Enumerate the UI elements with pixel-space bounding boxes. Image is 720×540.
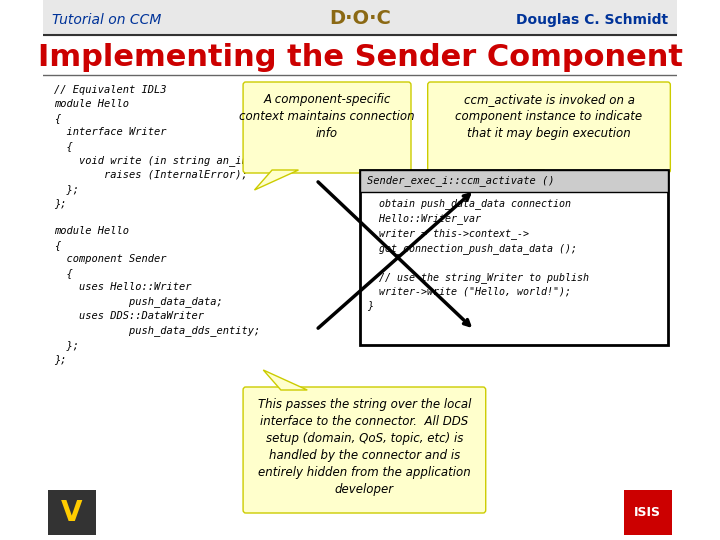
Polygon shape [500, 170, 544, 195]
Polygon shape [264, 370, 307, 390]
Text: Douglas C. Schmidt: Douglas C. Schmidt [516, 13, 667, 27]
Text: obtain push_data_data connection
  Hello::Writer_var
  writer = this->context_->: obtain push_data_data connection Hello::… [367, 198, 589, 310]
Text: Sender_exec_i::ccm_activate (): Sender_exec_i::ccm_activate () [367, 176, 554, 186]
FancyBboxPatch shape [243, 387, 486, 513]
Text: D·O·C: D·O·C [329, 10, 391, 29]
Bar [360, 170, 667, 192]
Text: This passes the string over the local
interface to the connector.  All DDS
setup: This passes the string over the local in… [258, 398, 471, 496]
Text: ISIS: ISIS [634, 507, 661, 519]
Text: A component-specific
context maintains connection
info: A component-specific context maintains c… [239, 93, 415, 140]
Text: Tutorial on CCM: Tutorial on CCM [53, 13, 162, 27]
Bar [48, 490, 96, 535]
Bar [624, 490, 672, 535]
Text: ccm_activate is invoked on a
component instance to indicate
that it may begin ex: ccm_activate is invoked on a component i… [456, 93, 642, 140]
Polygon shape [254, 170, 299, 190]
Bar [43, 0, 677, 35]
FancyBboxPatch shape [428, 82, 670, 173]
Text: Implementing the Sender Component: Implementing the Sender Component [37, 43, 683, 71]
FancyBboxPatch shape [243, 82, 411, 173]
Text: // Equivalent IDL3
module Hello
{
  interface Writer
  {
    void write (in stri: // Equivalent IDL3 module Hello { interf… [54, 85, 292, 364]
Text: V: V [61, 499, 82, 527]
Bar [360, 170, 667, 345]
